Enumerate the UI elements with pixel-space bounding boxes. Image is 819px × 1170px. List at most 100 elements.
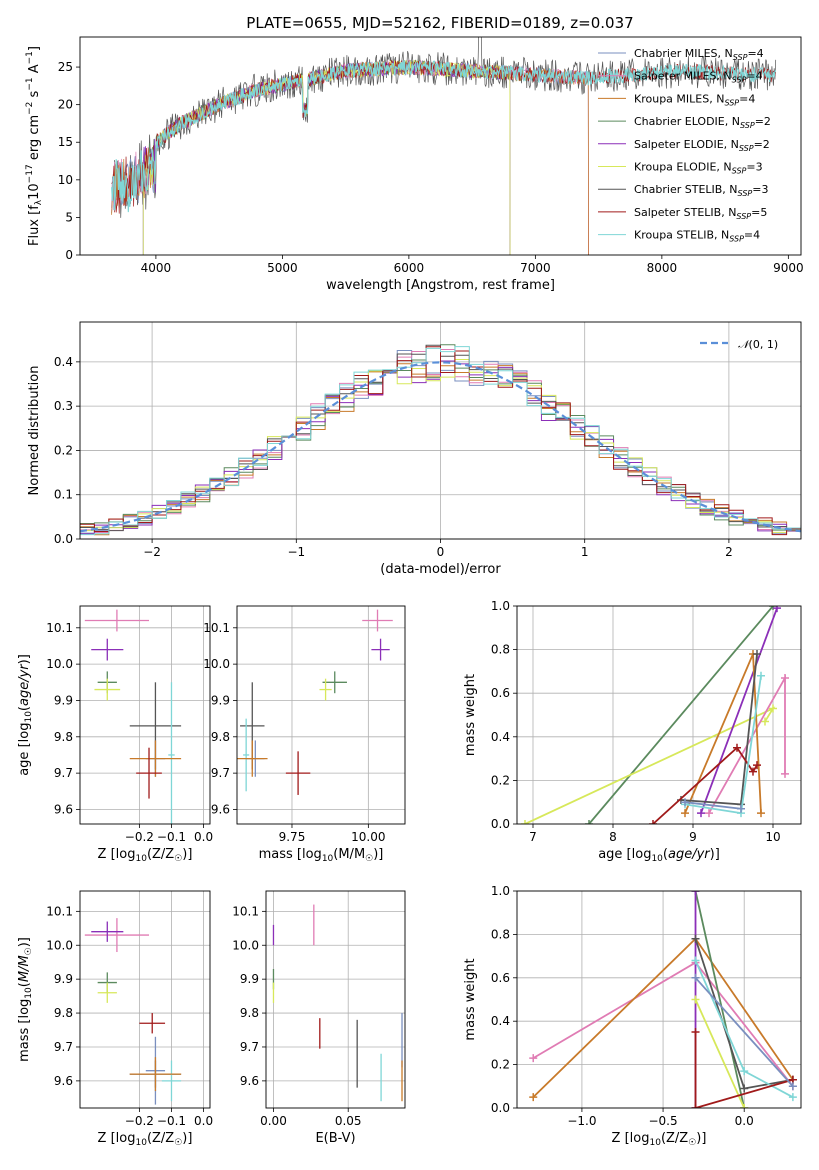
x-tick-label: 9000	[773, 261, 804, 275]
weights_vs_Z-lines	[529, 891, 797, 1108]
x-tick-label: 0.0	[735, 1114, 754, 1128]
weight-marker	[737, 804, 745, 813]
weights_vs_Z-frame	[516, 890, 802, 1109]
y-tick-label: 1.0	[491, 599, 510, 613]
age_vs_mass-frame	[236, 605, 406, 825]
mass_vs_ebv-axes: 0.00 0.05 9.6 9.7 9.8 9.9 10.0 10.1	[232, 891, 405, 1128]
weight-marker	[681, 809, 689, 818]
y-tick-label: 0.6	[491, 971, 510, 985]
residuals-ylabel: Normed distribution	[27, 366, 42, 496]
y-tick-label: 9.7	[240, 1040, 259, 1054]
weight-marker	[740, 1067, 749, 1076]
weight-marker	[585, 820, 593, 824]
weight-line-salpeter-stelib	[694, 1032, 794, 1108]
y-tick-label: 0.4	[54, 355, 73, 369]
x-tick-label: −2	[143, 545, 161, 559]
weight-line-chabrier-elodie	[588, 606, 774, 824]
spectrum-line-chabrier-stelib	[111, 37, 777, 218]
x-tick-label: 2	[725, 545, 733, 559]
spectrum-line-chabrier-miles	[111, 59, 589, 255]
weight-marker	[753, 761, 761, 770]
x-tick-label: 4000	[141, 261, 172, 275]
x-tick-label: 5000	[267, 261, 298, 275]
x-tick-label: 7000	[520, 261, 551, 275]
weight-marker	[757, 809, 765, 818]
y-tick-label: 10.1	[46, 621, 73, 635]
mass_vs_ebv-points	[272, 904, 403, 1102]
y-tick-label: 25	[58, 60, 73, 74]
y-tick-label: 20	[58, 98, 73, 112]
x-tick-label: 0	[437, 545, 445, 559]
spectrum-ylabel: Flux [fλ10−17 erg cm−2 s−1 A−1]	[25, 46, 44, 246]
weight-marker	[753, 649, 761, 658]
weight-marker	[521, 820, 529, 824]
weight-marker	[691, 934, 700, 943]
mass_vs_ebv-xlabel: E(B-V)	[315, 1131, 355, 1146]
weights_vs_age-ylabel: mass weight	[463, 674, 478, 756]
y-tick-label: 9.9	[54, 693, 73, 707]
spectrum-legend: Chabrier MILES, NSSP=4 Salpeter MILES, NS…	[598, 47, 771, 244]
x-tick-label: 7	[529, 830, 537, 844]
y-tick-label: 0.6	[491, 686, 510, 700]
y-tick-label: 0.2	[54, 443, 73, 457]
x-tick-label: −0.1	[157, 1114, 186, 1128]
spectrum-line-chabrier-elodie	[142, 59, 511, 255]
histogram-kroupa-stelib	[80, 346, 801, 538]
weight-marker	[681, 798, 689, 807]
weight-marker	[757, 671, 765, 680]
weight-marker	[769, 704, 777, 713]
weight-marker	[781, 769, 789, 778]
spectrum-line-salpeter-elodie	[142, 59, 511, 255]
y-tick-label: 0	[65, 248, 73, 262]
residuals-axes: −2 −1 0 1 2 0.0 0.1 0.2 0.3 0.4	[54, 322, 801, 559]
y-tick-label: 10.0	[203, 657, 230, 671]
spectrum-lines	[111, 37, 777, 255]
y-tick-label: 0.4	[491, 730, 510, 744]
y-tick-label: 0.2	[491, 773, 510, 787]
legend-label: Chabrier MILES, NSSP=4	[634, 47, 764, 62]
x-tick-label: 6000	[394, 261, 425, 275]
spectrum-axes: 4000 5000 6000 7000 8000 9000 0 5 10 15 20 25	[58, 60, 804, 275]
mass_vs_Z-ylabel: mass [log10(M/M☉)]	[17, 937, 34, 1062]
x-tick-label: −1	[287, 545, 305, 559]
legend-label: Kroupa ELODIE, NSSP=3	[634, 161, 763, 176]
x-tick-label: 9.75	[279, 830, 306, 844]
x-tick-label: −0.2	[125, 830, 154, 844]
weights_vs_age-xlabel: age [log10(age/yr)]	[598, 847, 720, 864]
x-tick-label: 0.0	[194, 830, 213, 844]
y-tick-label: 0.0	[491, 817, 510, 831]
x-tick-label: 8000	[647, 261, 678, 275]
y-tick-label: 0.4	[491, 1014, 510, 1028]
weight-marker	[691, 973, 700, 982]
x-tick-label: 0.0	[194, 1114, 213, 1128]
weight-line-chabrier-miles	[684, 801, 742, 810]
mass_vs_Z-points	[84, 918, 182, 1105]
age_vs_Z-xlabel: Z [log10(Z/Z☉)]	[98, 847, 193, 864]
weight-marker	[788, 1082, 797, 1091]
weight-line-kroupa-elodie	[694, 999, 746, 1108]
y-tick-label: 9.9	[54, 972, 73, 986]
legend-label: Kroupa MILES, NSSP=4	[634, 92, 755, 107]
y-tick-label: 9.9	[240, 972, 259, 986]
legend-label: Chabrier STELIB, NSSP=3	[634, 183, 768, 198]
y-tick-label: 5	[65, 210, 73, 224]
age_vs_Z-ylabel: age [log10(age/yr)]	[17, 654, 34, 776]
residuals-xlabel: (data-model)/error	[380, 562, 501, 577]
y-tick-label: 9.6	[54, 802, 73, 816]
weight-line-salpeter-stelib	[652, 746, 758, 824]
x-tick-label: 10.00	[351, 830, 385, 844]
legend-label: Salpeter STELIB, NSSP=5	[634, 206, 767, 221]
weight-marker	[529, 1054, 538, 1063]
y-tick-label: 9.8	[54, 1006, 73, 1020]
y-tick-label: 15	[58, 135, 73, 149]
y-tick-label: 0.2	[491, 1058, 510, 1072]
x-tick-label: 1	[581, 545, 589, 559]
residual-histograms	[80, 344, 801, 538]
spectrum-line-kroupa-elodie	[142, 59, 511, 255]
x-tick-label: 0.00	[260, 1114, 287, 1128]
weight-marker	[773, 606, 781, 613]
mass_vs_Z-frame	[79, 890, 211, 1109]
y-tick-label: 10.0	[46, 938, 73, 952]
age_vs_mass-points	[237, 609, 393, 795]
